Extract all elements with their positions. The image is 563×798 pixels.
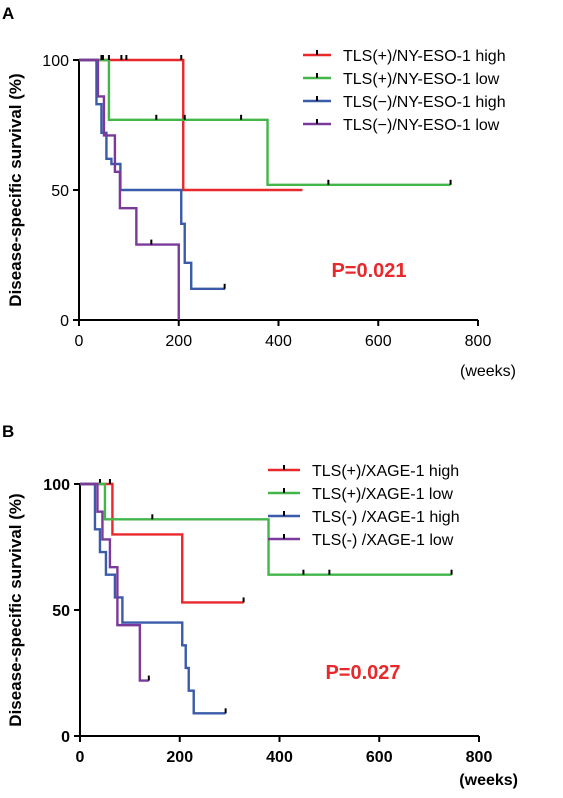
- panel-b-legend-label-2: TLS(+)/XAGE-1 low: [312, 486, 453, 503]
- panel-b-legend-label-3: TLS(-) /XAGE-1 high: [312, 509, 460, 526]
- panel-b-series-line-2: [80, 482, 452, 576]
- panel-b-axes: 0 200 400 600 800 0 50 100: [43, 477, 492, 766]
- panel-b-x-tick-label: 800: [466, 749, 493, 766]
- panel-b: B Disease-specific survival (%) 0 200 400 6…: [2, 422, 518, 789]
- panel-b-y-tick-label: 0: [61, 729, 70, 746]
- panel-b-x-unit-label: (weeks): [459, 772, 518, 789]
- panel-a-x-tick-label: 0: [75, 333, 84, 350]
- panel-a-legend-label-4: TLS(−)/NY-ESO-1 low: [343, 117, 500, 134]
- panel-a-x-tick-label: 200: [165, 333, 192, 350]
- panel-a-series: [79, 55, 452, 320]
- panel-a: A Disease-specific survival (%) 0 200 400 6…: [2, 4, 516, 380]
- panel-a-axes: 0 200 400 600 800 0 50 100: [42, 53, 491, 350]
- panel-b-legend: TLS(+)/XAGE-1 high TLS(+)/XAGE-1 low TLS(-…: [268, 463, 460, 549]
- panel-a-x-tick-label: 600: [365, 333, 392, 350]
- panel-a-legend-label-1: TLS(+)/NY-ESO-1 high: [343, 48, 506, 65]
- panel-b-series-line-1: [80, 482, 244, 604]
- panel-a-x-unit-label: (weeks): [460, 363, 516, 380]
- panel-b-series-line-3: [80, 482, 226, 715]
- panel-a-y-axis-label: Disease-specific survival (%): [6, 73, 25, 306]
- panel-a-series-line-3: [79, 58, 226, 290]
- panel-a-p-value: P=0.021: [331, 260, 406, 282]
- panel-b-legend-label-1: TLS(+)/XAGE-1 high: [312, 463, 459, 480]
- panel-b-x-tick-label: 400: [266, 749, 293, 766]
- panel-b-x-tick-label: 200: [166, 749, 193, 766]
- panel-b-x-tick-label: 0: [76, 749, 85, 766]
- panel-b-legend-label-4: TLS(-) /XAGE-1 low: [312, 532, 454, 549]
- panel-a-y-tick-label: 50: [51, 183, 69, 200]
- panel-a-letter: A: [2, 4, 14, 23]
- panel-b-series-line-4: [80, 482, 149, 682]
- panel-b-p-value: P=0.027: [325, 662, 400, 684]
- panel-a-series-line-4: [79, 58, 180, 320]
- panel-a-x-tick-label: 400: [265, 333, 292, 350]
- panel-a-series-line-1: [79, 58, 303, 192]
- panel-a-y-tick-label: 100: [42, 53, 69, 70]
- panel-a-legend-label-3: TLS(−)/NY-ESO-1 high: [343, 94, 506, 111]
- panel-b-y-tick-label: 100: [43, 477, 70, 494]
- panel-b-x-tick-label: 600: [366, 749, 393, 766]
- panel-a-legend: TLS(+)/NY-ESO-1 high TLS(+)/NY-ESO-1 low T…: [303, 48, 506, 134]
- panel-a-x-tick-label: 800: [465, 333, 492, 350]
- panel-b-y-tick-label: 50: [52, 603, 70, 620]
- panel-a-legend-label-2: TLS(+)/NY-ESO-1 low: [343, 71, 500, 88]
- panel-b-letter: B: [2, 422, 14, 441]
- panel-b-series: [80, 479, 453, 715]
- panel-a-y-tick-label: 0: [60, 313, 69, 330]
- panel-b-y-axis-label: Disease-specific survival (%): [6, 493, 25, 726]
